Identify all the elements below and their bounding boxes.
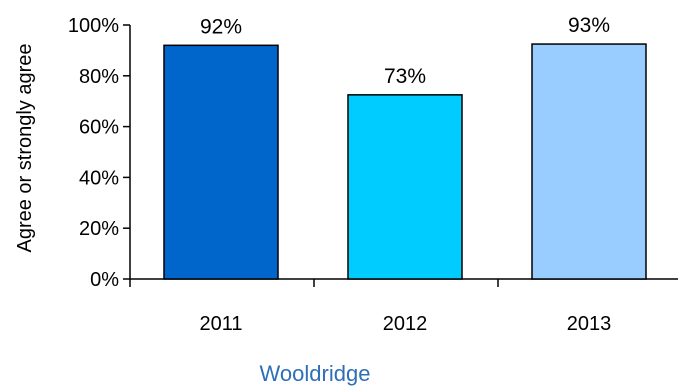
y-tick-label: 80% <box>79 66 119 88</box>
y-axis: 0% 20% 40% 60% 80% 100% <box>68 15 131 291</box>
data-label-2012: 73% <box>384 65 426 88</box>
x-tick-label: 2013 <box>567 313 612 335</box>
x-axis: 2011 2012 2013 <box>129 278 678 335</box>
y-tick-label: 100% <box>68 15 119 37</box>
y-axis-label: Agree or strongly agree <box>14 43 36 252</box>
bar-2013 <box>531 43 647 280</box>
y-tick-label: 20% <box>79 218 119 240</box>
x-axis-title: Wooldridge <box>260 361 371 386</box>
bar-2012 <box>347 94 463 280</box>
data-labels: 92% 73% 93% <box>200 14 610 88</box>
data-label-2013: 93% <box>568 14 610 37</box>
bar-2011 <box>163 44 279 280</box>
x-tick-label: 2012 <box>383 313 428 335</box>
data-label-2011: 92% <box>200 15 242 38</box>
bars <box>163 43 647 280</box>
y-tick-label: 60% <box>79 117 119 139</box>
y-tick-label: 0% <box>90 269 119 291</box>
x-tick-label: 2011 <box>199 313 242 335</box>
y-tick-label: 40% <box>79 167 119 189</box>
